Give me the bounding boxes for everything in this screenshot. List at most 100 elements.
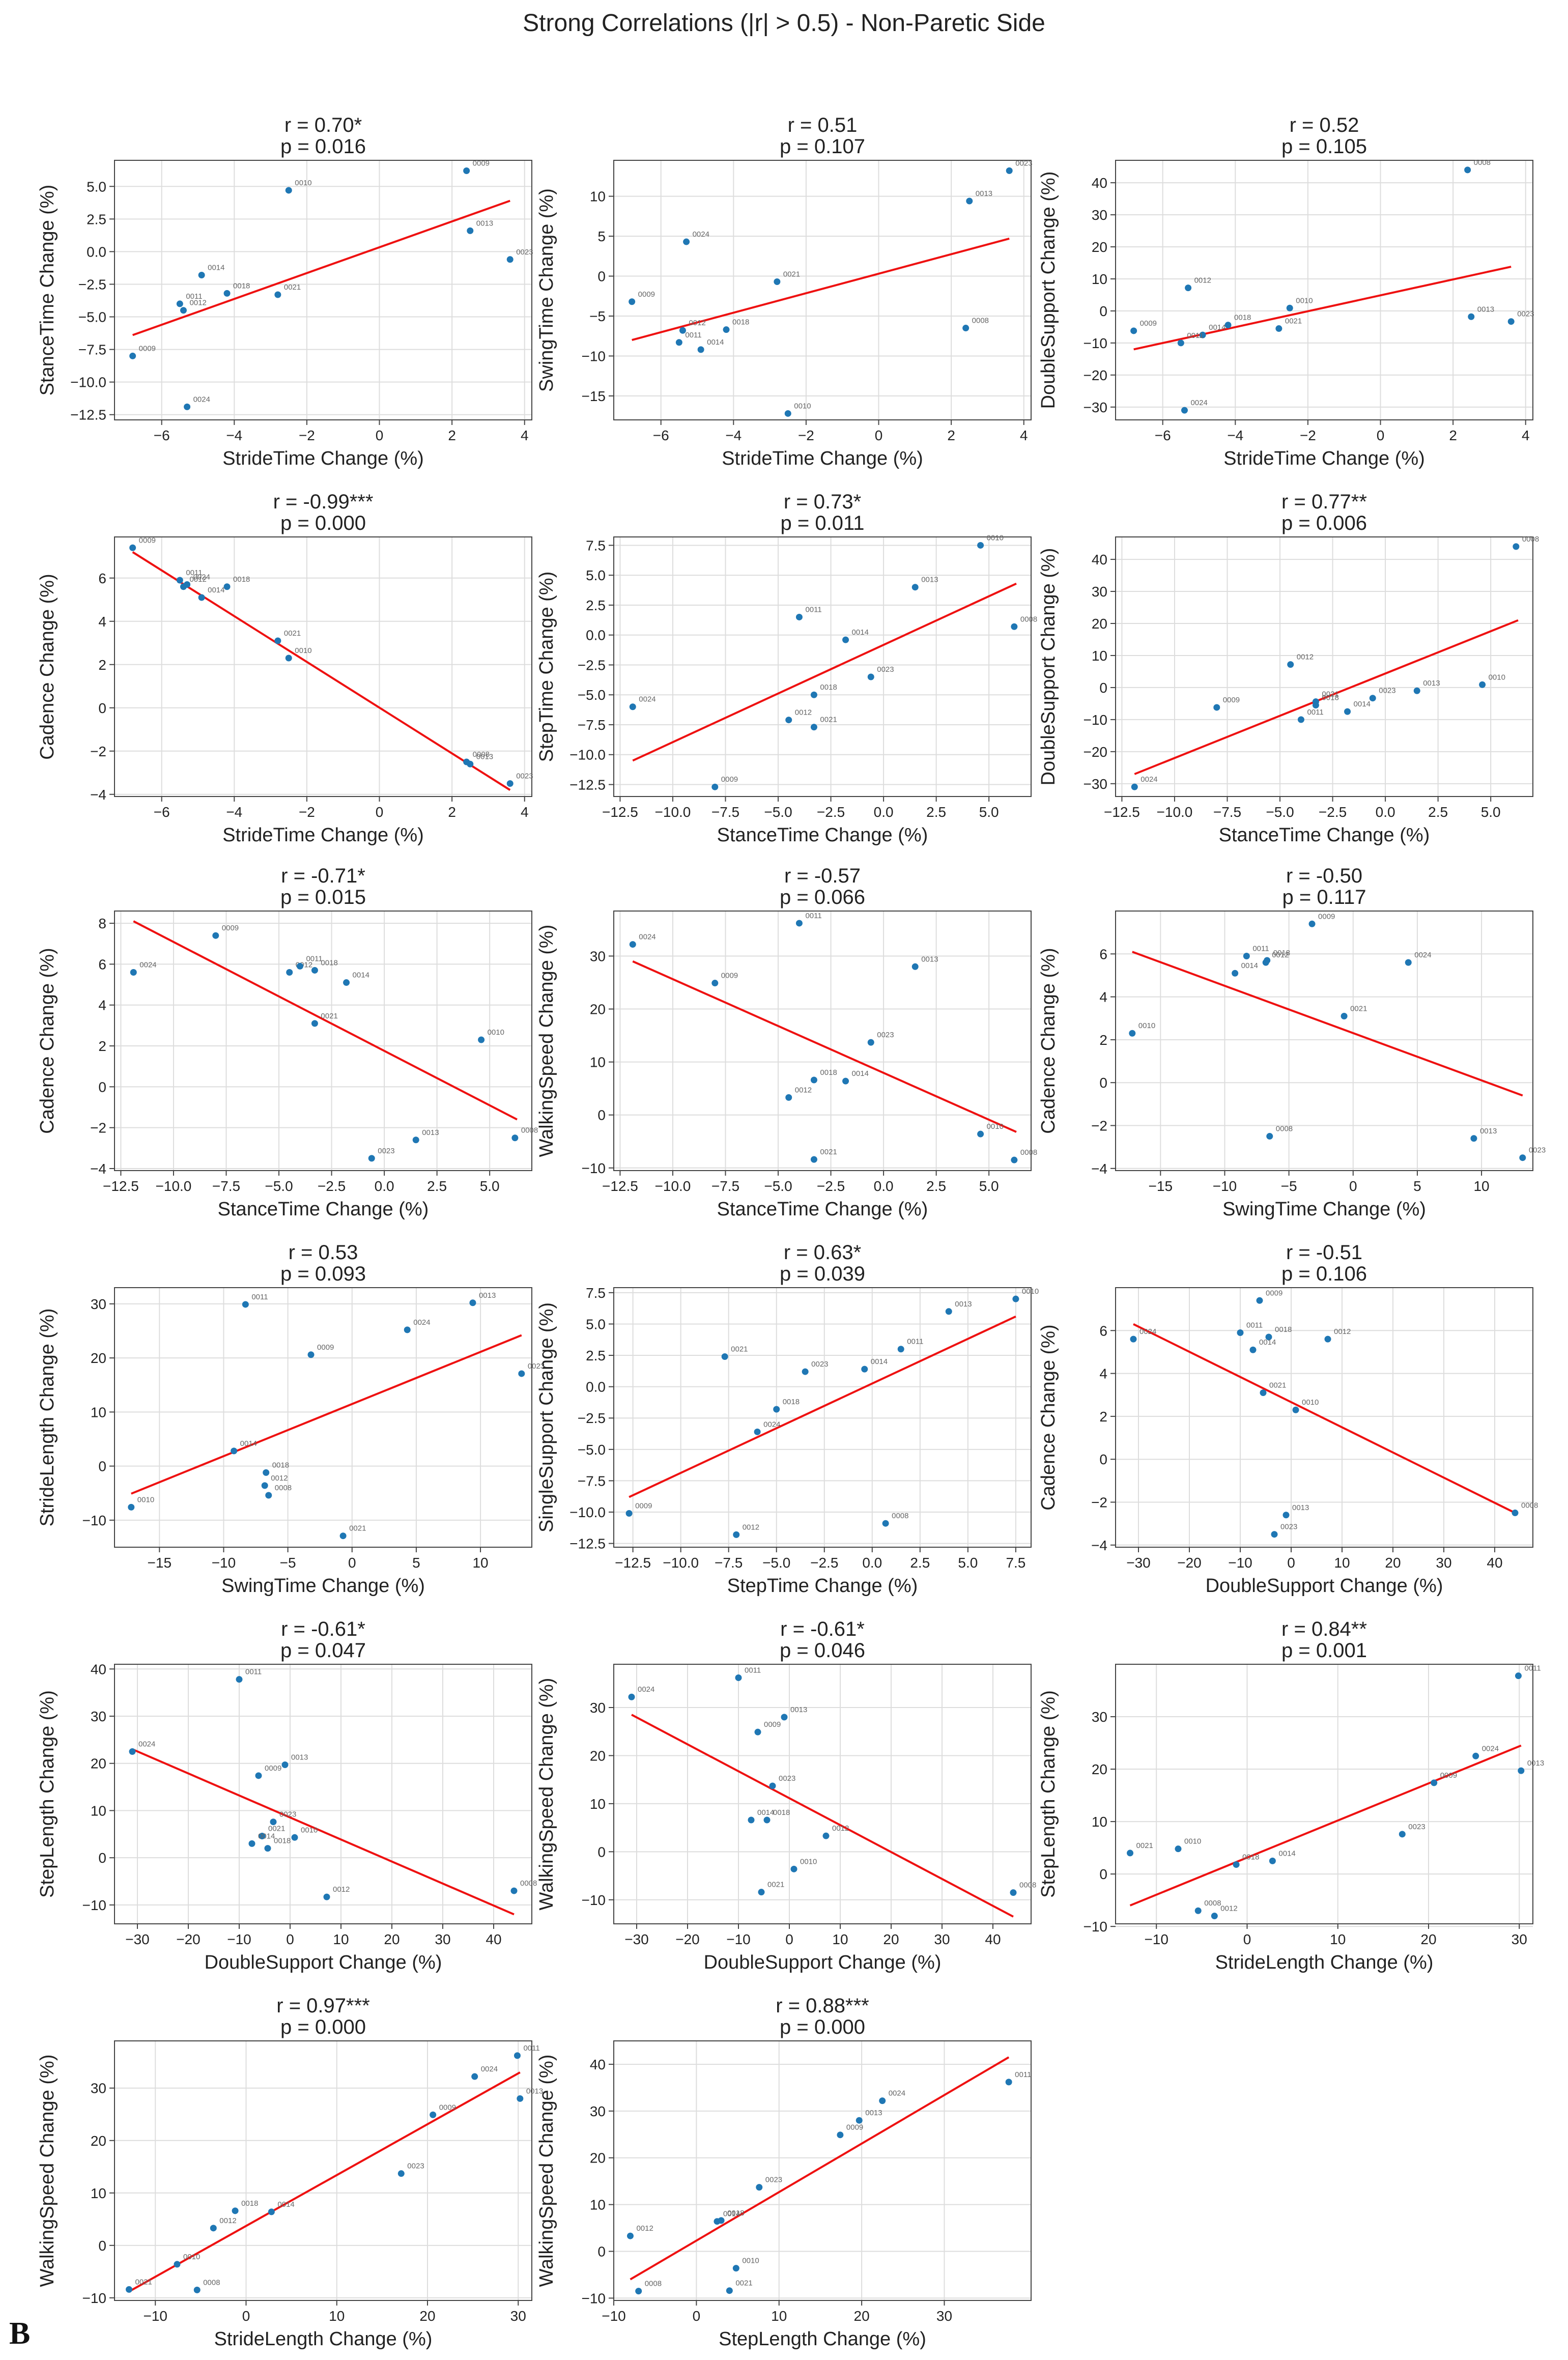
y-tick-label: −4 bbox=[1091, 1161, 1107, 1177]
x-tick-label: 30 bbox=[936, 2308, 952, 2324]
y-tick-label: 10 bbox=[590, 1055, 606, 1070]
y-tick-label: 30 bbox=[1092, 207, 1107, 223]
data-point bbox=[471, 2073, 478, 2080]
point-label: 0013 bbox=[1423, 679, 1440, 688]
data-point bbox=[180, 307, 187, 314]
point-label: 0013 bbox=[422, 1128, 439, 1137]
point-label: 0013 bbox=[526, 2087, 543, 2095]
y-tick-label: −15 bbox=[582, 388, 606, 404]
data-point bbox=[1224, 322, 1232, 329]
point-label: 0018 bbox=[272, 1461, 289, 1469]
chart-title-r: r = 0.73* bbox=[784, 491, 861, 513]
x-tick-label: −10.0 bbox=[655, 1178, 691, 1194]
point-label: 0024 bbox=[639, 933, 655, 942]
x-tick-label: 4 bbox=[1020, 428, 1028, 443]
chart-title-p: p = 0.106 bbox=[1281, 1263, 1367, 1285]
point-label: 0024 bbox=[638, 1685, 654, 1694]
x-tick-label: −5.0 bbox=[1266, 804, 1294, 820]
chart-title-r: r = -0.99*** bbox=[273, 491, 374, 513]
x-tick-label: 2 bbox=[448, 428, 456, 443]
data-point bbox=[1470, 1135, 1477, 1142]
x-tick-label: −6 bbox=[653, 428, 669, 443]
y-tick-label: 6 bbox=[1099, 1323, 1107, 1339]
data-point bbox=[1507, 318, 1515, 325]
data-point bbox=[629, 941, 636, 948]
x-axis-label: DoubleSupport Change (%) bbox=[205, 1952, 442, 1973]
x-tick-label: −12.5 bbox=[615, 1555, 651, 1571]
axes-frame bbox=[114, 2040, 532, 2301]
point-label: 0012 bbox=[1334, 1327, 1351, 1336]
x-tick-label: −2 bbox=[1300, 428, 1316, 443]
chart-title-p: p = 0.001 bbox=[1281, 1639, 1367, 1662]
point-label: 0013 bbox=[1527, 1759, 1544, 1768]
point-label: 0023 bbox=[1517, 310, 1534, 319]
data-point bbox=[1249, 1346, 1257, 1353]
point-label: 0021 bbox=[349, 1524, 366, 1533]
point-label: 0009 bbox=[846, 2123, 863, 2132]
point-label: 0013 bbox=[921, 955, 938, 963]
data-point bbox=[773, 1406, 780, 1413]
x-tick-label: 2.5 bbox=[926, 804, 946, 820]
y-tick-label: 0 bbox=[1099, 303, 1107, 319]
subplot-7: −12.5 −10.0 −7.5 −5.0 −2.5 0.0 2.5 5.0 −4 −2 0 2 4 6 8… bbox=[37, 865, 538, 1220]
x-axis-label: StanceTime Change (%) bbox=[717, 824, 928, 846]
x-tick-label: −2.5 bbox=[817, 1178, 845, 1194]
chart-title-r: r = -0.50 bbox=[1286, 865, 1362, 887]
regression-line bbox=[632, 960, 1017, 1133]
chart-title-r: r = 0.77** bbox=[1281, 491, 1367, 513]
x-tick-label: 10 bbox=[1473, 1178, 1489, 1194]
x-tick-label: 2.5 bbox=[1428, 804, 1448, 820]
point-label: 0024 bbox=[413, 1318, 430, 1327]
regression-line bbox=[632, 237, 1010, 342]
y-tick-label: 2.5 bbox=[586, 598, 606, 613]
y-axis-label: Cadence Change (%) bbox=[1038, 948, 1059, 1133]
chart-title-p: p = 0.000 bbox=[280, 2016, 366, 2038]
data-point bbox=[397, 2170, 405, 2177]
y-tick-label: 0 bbox=[1099, 1075, 1107, 1091]
chart-title-p: p = 0.105 bbox=[1281, 135, 1367, 158]
subplot-16: −10 0 10 20 30 −10 0 10 20 30 r = 0.97***p = 0.000… bbox=[37, 1995, 543, 2350]
x-tick-label: 2 bbox=[947, 428, 955, 443]
point-label: 0024 bbox=[193, 573, 210, 582]
point-label: 0018 bbox=[1322, 694, 1338, 702]
point-label: 0012 bbox=[689, 319, 705, 327]
chart-title-r: r = -0.57 bbox=[784, 865, 861, 887]
chart-title-p: p = 0.047 bbox=[280, 1639, 366, 1662]
data-point bbox=[1243, 953, 1250, 960]
chart-title-p: p = 0.046 bbox=[780, 1639, 865, 1662]
x-tick-label: 4 bbox=[521, 428, 529, 443]
data-point bbox=[463, 167, 470, 175]
x-tick-label: −7.5 bbox=[715, 1555, 743, 1571]
data-point bbox=[469, 1299, 476, 1306]
point-label: 0010 bbox=[794, 402, 811, 410]
point-label: 0009 bbox=[317, 1343, 334, 1352]
x-tick-label: 5.0 bbox=[958, 1555, 978, 1571]
point-label: 0024 bbox=[481, 2065, 498, 2073]
subplot-4: −6 −4 −2 0 2 4 −4 −2 0 2 4 6 r = -0.99***p = 0.000 St… bbox=[37, 491, 533, 846]
point-label: 0021 bbox=[783, 270, 800, 279]
point-label: 0021 bbox=[1322, 690, 1338, 699]
point-label: 0011 bbox=[1246, 1321, 1263, 1330]
point-label: 0013 bbox=[1292, 1503, 1309, 1512]
point-label: 0023 bbox=[279, 1810, 296, 1819]
data-point bbox=[231, 1447, 238, 1455]
y-tick-label: 10 bbox=[1092, 1814, 1107, 1830]
point-label: 0012 bbox=[795, 1086, 812, 1094]
x-axis-label: StepLength Change (%) bbox=[719, 2328, 926, 2350]
x-tick-label: 40 bbox=[985, 1931, 1001, 1947]
regression-line bbox=[632, 582, 1017, 762]
x-tick-label: −2.5 bbox=[1319, 804, 1347, 820]
y-axis-label: SingleSupport Change (%) bbox=[536, 1302, 557, 1532]
data-point bbox=[810, 691, 817, 698]
point-label: 0010 bbox=[800, 1857, 817, 1866]
y-tick-label: 30 bbox=[1092, 584, 1107, 600]
data-point bbox=[307, 1351, 315, 1358]
regression-line bbox=[1133, 266, 1512, 351]
data-point bbox=[837, 2131, 844, 2139]
y-tick-label: −2.5 bbox=[78, 276, 106, 292]
data-point bbox=[285, 655, 292, 662]
data-point bbox=[514, 2052, 521, 2059]
point-label: 0012 bbox=[189, 299, 206, 307]
point-label: 0009 bbox=[638, 290, 655, 299]
x-tick-label: 10 bbox=[333, 1931, 349, 1947]
